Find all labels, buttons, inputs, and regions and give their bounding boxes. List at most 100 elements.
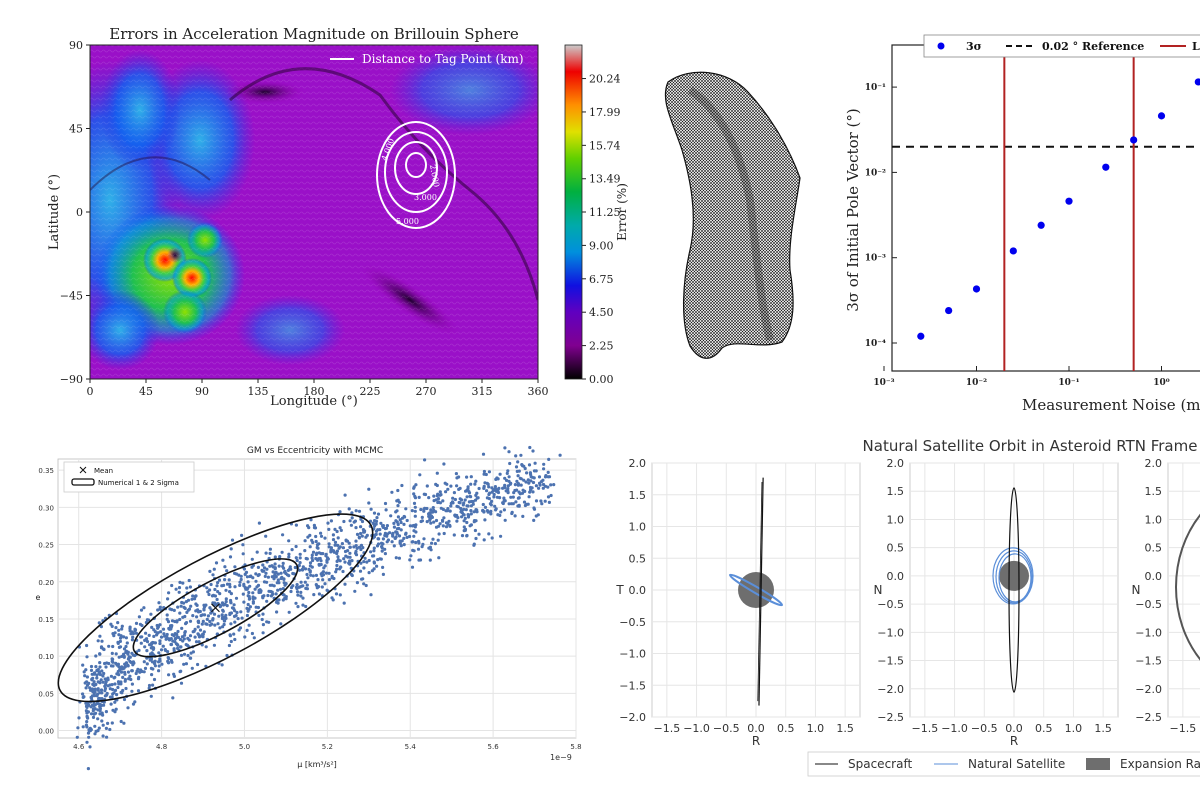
x-tick-label: −1.5 <box>1169 722 1196 735</box>
sample-point <box>259 590 263 594</box>
sample-point <box>359 517 363 521</box>
sample-point <box>260 568 264 572</box>
sample-point <box>527 495 531 499</box>
sample-point <box>112 691 116 695</box>
y-tick-label: 0 <box>76 206 83 219</box>
sample-point <box>110 624 114 629</box>
sample-point <box>111 644 115 649</box>
sample-point <box>314 573 318 578</box>
sample-point <box>97 696 101 701</box>
sample-point <box>350 516 354 520</box>
sample-point <box>539 499 543 503</box>
sample-point <box>348 555 352 559</box>
sample-point <box>518 476 522 480</box>
sample-point <box>194 640 199 644</box>
sample-point <box>248 605 252 609</box>
sample-point <box>416 547 421 551</box>
sample-point <box>126 670 130 674</box>
sample-point <box>205 617 209 622</box>
data-point <box>917 332 925 340</box>
sample-point <box>506 469 510 473</box>
sample-point <box>117 628 121 632</box>
sample-point <box>457 475 461 479</box>
sample-point <box>133 629 137 633</box>
sample-point <box>182 652 187 656</box>
sample-point <box>251 597 255 601</box>
sample-point <box>413 505 417 509</box>
sample-point <box>457 500 461 505</box>
sample-point <box>134 631 138 635</box>
sample-point <box>447 519 451 523</box>
sample-point <box>350 573 354 578</box>
sample-point <box>516 474 520 478</box>
sample-point <box>169 625 173 629</box>
sample-point <box>209 582 213 587</box>
sample-point <box>413 494 417 498</box>
sample-point <box>256 573 260 578</box>
sample-point <box>175 643 179 647</box>
sample-point <box>381 572 385 577</box>
sample-point <box>504 478 509 482</box>
sample-point <box>108 727 112 732</box>
sample-point <box>184 662 188 666</box>
sample-point <box>537 486 541 490</box>
sample-point <box>89 705 93 709</box>
sample-point <box>364 535 368 539</box>
sample-point <box>281 587 285 591</box>
sample-point <box>438 501 442 505</box>
sample-point <box>232 603 236 607</box>
sample-point <box>338 567 342 571</box>
sample-point <box>334 592 339 596</box>
sample-point <box>222 602 227 606</box>
sample-point <box>354 553 359 557</box>
sample-point <box>217 578 222 582</box>
sample-point <box>471 502 475 506</box>
sample-point <box>469 495 473 499</box>
sample-point <box>88 729 92 733</box>
sample-point <box>294 544 298 549</box>
rtn-subplot-2: 2.01.51.00.50.0−0.5−1.0−1.5−2.0−2.5−1.5−… <box>874 457 1119 748</box>
sample-point <box>102 671 106 676</box>
sample-point <box>374 522 378 526</box>
sample-point <box>177 586 182 590</box>
heatmap-legend-label: Distance to Tag Point (km) <box>362 52 524 66</box>
sample-point <box>532 518 536 523</box>
sample-point <box>339 528 343 533</box>
sample-point <box>158 639 162 643</box>
sample-point <box>138 622 142 626</box>
sample-point <box>528 485 533 490</box>
sample-point <box>367 571 371 575</box>
sample-point <box>474 479 478 483</box>
sample-point <box>432 494 436 498</box>
sample-point <box>251 601 255 605</box>
sample-point <box>129 632 133 636</box>
sample-point <box>227 643 231 648</box>
sample-point <box>305 587 309 591</box>
sample-point <box>251 591 255 595</box>
sample-point <box>454 472 458 476</box>
sample-point <box>291 584 295 588</box>
sample-point <box>225 604 229 608</box>
sample-point <box>196 632 200 636</box>
sample-point <box>363 556 367 560</box>
sample-point <box>113 688 118 693</box>
sample-point <box>335 563 339 568</box>
rtn-panel: Natural Satellite Orbit in Asteroid RTN … <box>615 437 1200 777</box>
loglog-xlabel: Measurement Noise (mm <box>1022 396 1200 414</box>
y-tick-label: 0.30 <box>38 504 54 512</box>
sample-point <box>333 543 337 547</box>
sample-point <box>76 726 80 730</box>
sample-point <box>334 570 338 574</box>
sample-point <box>287 555 291 559</box>
sample-point <box>264 534 268 538</box>
sample-point <box>418 473 422 477</box>
sample-point <box>93 688 97 692</box>
sample-point <box>200 622 204 626</box>
sample-point <box>482 538 486 542</box>
sample-point <box>122 721 126 725</box>
x-tick-label: 5.8 <box>570 743 581 751</box>
sample-point <box>85 675 89 679</box>
x-tick-label: 4.6 <box>73 743 85 751</box>
sample-point <box>119 682 123 686</box>
sample-point <box>91 715 96 720</box>
